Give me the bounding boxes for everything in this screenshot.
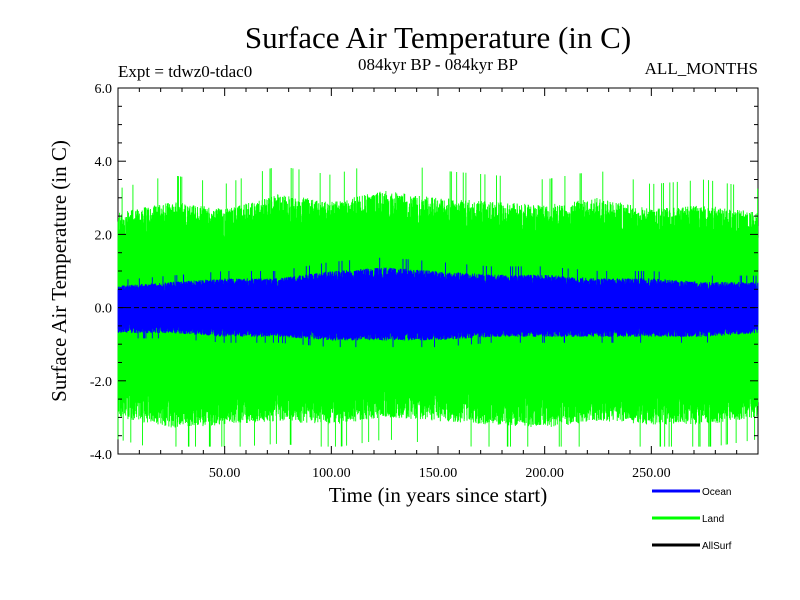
legend: Ocean Land AllSurf bbox=[652, 487, 732, 552]
y-tick-label: 6.0 bbox=[95, 82, 113, 97]
chart-subtitle: 084kyr BP - 084kyr BP bbox=[358, 55, 518, 74]
legend-label-allsurf: AllSurf bbox=[702, 541, 732, 552]
x-tick-label: 200.00 bbox=[525, 466, 564, 481]
y-tick-label: 4.0 bbox=[95, 155, 113, 170]
chart-title: Surface Air Temperature (in C) bbox=[245, 20, 631, 55]
y-tick-label: 2.0 bbox=[95, 228, 113, 243]
x-tick-label: 250.00 bbox=[632, 466, 671, 481]
x-axis-label: Time (in years since start) bbox=[329, 483, 548, 507]
x-tick-label: 150.00 bbox=[419, 466, 458, 481]
experiment-label: Expt = tdwz0-tdac0 bbox=[118, 62, 252, 81]
x-tick-label: 50.00 bbox=[209, 466, 241, 481]
y-tick-label: 0.0 bbox=[95, 302, 113, 317]
months-label: ALL_MONTHS bbox=[645, 59, 758, 78]
y-tick-label: -4.0 bbox=[90, 448, 112, 463]
legend-label-ocean: Ocean bbox=[702, 487, 731, 498]
y-tick-label: -2.0 bbox=[90, 375, 112, 390]
legend-label-land: Land bbox=[702, 514, 724, 525]
axis-ticks: -4.0 -2.0 0.0 2.0 4.0 6.0 50.00 100.00 150.00 200… bbox=[90, 82, 758, 481]
y-axis-label: Surface Air Temperature (in C) bbox=[47, 140, 71, 402]
x-tick-label: 100.00 bbox=[312, 466, 351, 481]
